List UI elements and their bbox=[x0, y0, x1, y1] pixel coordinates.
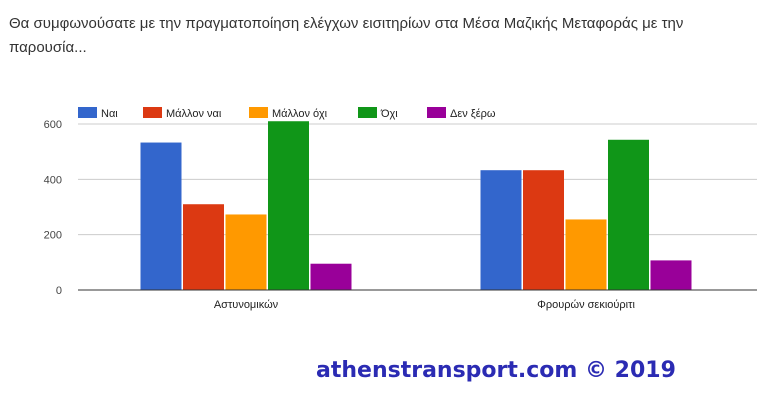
legend-label: Μάλλον όχι bbox=[272, 108, 328, 120]
bar-0-0 bbox=[140, 142, 182, 290]
y-tick-label: 200 bbox=[44, 230, 62, 242]
legend-label: Ναι bbox=[101, 108, 118, 120]
bar-3-1 bbox=[608, 139, 649, 290]
x-category-label: Αστυνομικών bbox=[214, 299, 279, 311]
legend-swatch bbox=[427, 107, 446, 118]
x-category-label: Φρουρών σεκιούριτι bbox=[537, 299, 635, 311]
bar-4-0 bbox=[310, 263, 352, 290]
x-axis: Αστυνομικών Φρουρών σεκιούριτι bbox=[78, 289, 757, 311]
legend-swatch bbox=[78, 107, 97, 118]
bar-3-0 bbox=[268, 121, 309, 290]
y-tick-label: 600 bbox=[44, 119, 62, 131]
legend-label: Όχι bbox=[380, 108, 398, 120]
legend-swatch bbox=[143, 107, 162, 118]
legend-swatch bbox=[358, 107, 377, 118]
y-tick-label: 0 bbox=[56, 285, 62, 297]
legend-label: Δεν ξέρω bbox=[450, 108, 496, 120]
bars bbox=[140, 121, 692, 290]
bar-2-1 bbox=[565, 219, 607, 290]
bar-1-0 bbox=[183, 204, 224, 290]
y-tick-label: 400 bbox=[44, 174, 62, 186]
bar-2-0 bbox=[225, 214, 267, 290]
watermark-text: athenstransport.com © 2019 bbox=[316, 358, 676, 383]
bar-1-1 bbox=[523, 170, 564, 290]
legend: Ναι Μάλλον ναι Μάλλον όχι Όχι Δεν ξέρω bbox=[78, 107, 496, 120]
bar-0-1 bbox=[480, 170, 522, 290]
bar-4-1 bbox=[650, 260, 692, 290]
legend-swatch bbox=[249, 107, 268, 118]
y-axis: 0 200 400 600 bbox=[44, 119, 62, 297]
legend-label: Μάλλον ναι bbox=[166, 108, 222, 120]
chart-title: Θα συμφωνούσατε με την πραγματοποίηση ελ… bbox=[9, 15, 684, 56]
